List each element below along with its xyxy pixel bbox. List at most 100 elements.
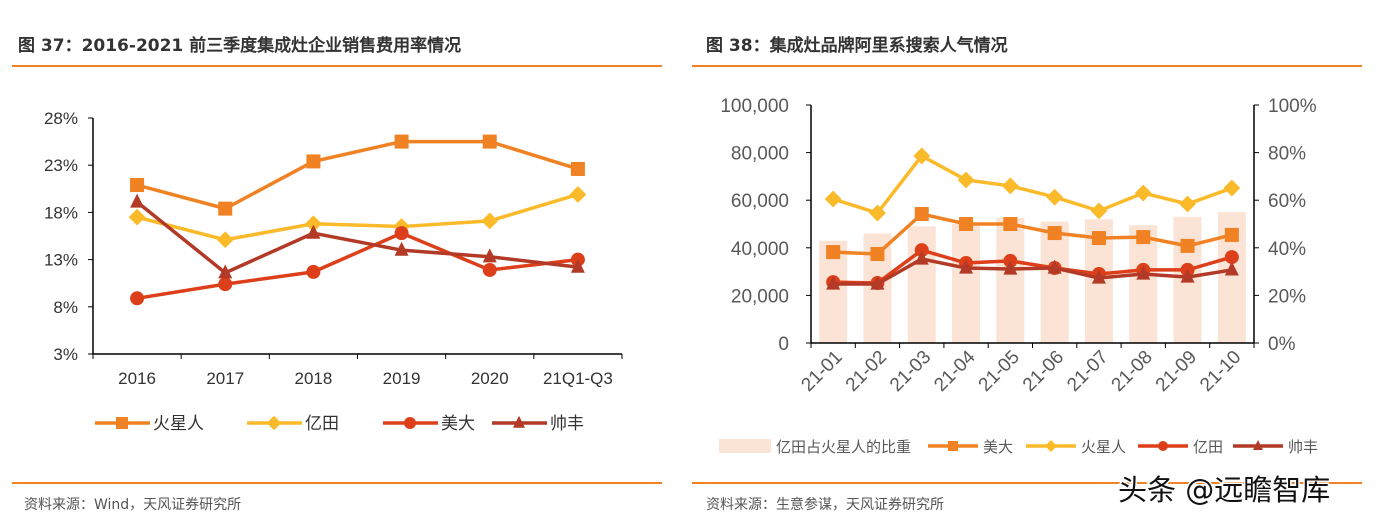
data-point-亿田	[128, 208, 146, 226]
data-point-帅丰	[482, 248, 497, 263]
x-tick-label: 21-07	[1063, 347, 1112, 396]
legend-label: 帅丰	[1288, 438, 1318, 456]
data-point-火星人	[1223, 179, 1241, 197]
data-point-火星人	[869, 204, 886, 222]
x-tick-label: 21-08	[1108, 347, 1157, 396]
y-tick-label: 28%	[44, 109, 78, 128]
legend-label: 亿田占火星人的比重	[776, 438, 911, 456]
data-point-亿田	[1224, 250, 1239, 265]
data-point-美大	[482, 262, 497, 277]
data-point-火星人	[570, 161, 585, 176]
data-point-帅丰	[1136, 265, 1151, 280]
data-point-美大	[959, 217, 974, 231]
series-line-美大	[136, 231, 579, 301]
data-point-美大	[218, 277, 233, 292]
data-point-火星人	[306, 154, 321, 169]
legend-bar-swatch	[719, 439, 771, 453]
data-point-帅丰	[1091, 269, 1106, 284]
x-tick-label: 2017	[206, 369, 244, 388]
data-point-美大	[914, 207, 929, 222]
y-tick-label: 23%	[44, 156, 78, 175]
y-tick-label: 8%	[53, 298, 78, 317]
data-point-火星人	[1179, 195, 1196, 213]
data-point-帅丰	[130, 193, 145, 208]
y2-tick-label: 20%	[1268, 286, 1306, 307]
y-tick-label: 13%	[44, 251, 78, 270]
legend-marker	[1045, 440, 1057, 452]
data-point-火星人	[482, 134, 497, 149]
legend-marker	[1158, 441, 1168, 451]
series-line-帅丰	[135, 200, 579, 275]
y2-tick-label: 0%	[1268, 334, 1296, 355]
data-point-美大	[1136, 230, 1151, 245]
bar-21-08	[1129, 225, 1158, 343]
data-point-火星人	[1001, 177, 1019, 195]
x-tick-label: 21-05	[975, 347, 1024, 396]
data-point-火星人	[957, 171, 975, 189]
data-point-亿田	[569, 186, 587, 203]
data-point-亿田	[914, 243, 929, 258]
bar-21-05	[996, 218, 1025, 343]
data-point-美大	[1003, 217, 1018, 231]
legend-label: 亿田	[305, 414, 339, 434]
legend-marker	[948, 441, 958, 451]
data-point-美大	[1091, 231, 1106, 246]
data-point-火星人	[130, 178, 145, 193]
y-tick-label: 0	[778, 334, 789, 355]
data-point-火星人	[1134, 184, 1152, 202]
bar-21-04	[952, 224, 981, 343]
legend-label: 美大	[441, 414, 475, 434]
series-line-亿田	[136, 192, 579, 242]
y2-tick-label: 40%	[1268, 239, 1306, 260]
x-tick-label: 2020	[471, 369, 509, 388]
legend-label: 美大	[983, 438, 1013, 456]
data-point-火星人	[824, 190, 842, 208]
y-tick-label: 100,000	[720, 96, 789, 117]
data-point-美大	[306, 264, 321, 279]
x-tick-label: 21-02	[842, 347, 891, 396]
data-point-美大	[130, 291, 145, 306]
chart1-source: 资料来源：Wind，天风证券研究所	[24, 497, 241, 513]
x-tick-label: 21-03	[886, 347, 935, 396]
data-point-火星人	[218, 201, 233, 216]
data-point-美大	[1180, 238, 1195, 253]
chart1-title: 图 37：2016-2021 前三季度集成灶企业销售费用率情况	[18, 35, 461, 56]
data-point-帅丰	[570, 258, 585, 273]
y2-tick-label: 100%	[1268, 96, 1317, 117]
x-tick-label: 21-10	[1196, 347, 1245, 396]
series-line-帅丰	[833, 257, 1233, 286]
data-point-美大	[870, 246, 885, 261]
chart2-plot: 0 20,000 40,000 60,000 80,000 100,000 0% 20% 40%…	[719, 96, 1318, 456]
x-tick-label: 21-09	[1152, 347, 1201, 396]
legend-marker	[1253, 440, 1263, 450]
data-point-亿田	[305, 215, 322, 233]
series-line-火星人	[832, 153, 1233, 216]
data-point-美大	[394, 226, 409, 241]
data-point-亿田	[481, 212, 499, 230]
x-tick-label: 2019	[383, 369, 421, 388]
legend-label: 亿田	[1193, 438, 1223, 456]
data-point-火星人	[1046, 188, 1064, 206]
legend-marker	[266, 415, 282, 431]
data-point-火星人	[394, 134, 409, 149]
y-tick-label: 3%	[53, 345, 78, 364]
x-tick-label: 21-06	[1019, 347, 1068, 396]
y2-tick-label: 80%	[1268, 144, 1306, 165]
series-line-火星人	[136, 139, 579, 211]
data-point-帅丰	[1003, 260, 1018, 275]
data-point-帅丰	[1047, 259, 1062, 274]
data-point-美大	[1224, 227, 1239, 242]
data-point-帅丰	[306, 224, 321, 239]
x-tick-label: 21-01	[797, 347, 846, 396]
data-point-帅丰	[826, 275, 841, 290]
legend-label: 火星人	[1081, 438, 1126, 456]
series-line-亿田	[833, 248, 1233, 285]
y-tick-label: 18%	[44, 203, 78, 222]
data-point-美大	[826, 245, 841, 260]
data-point-帅丰	[1224, 261, 1239, 276]
data-point-帅丰	[394, 241, 409, 256]
y-tick-label: 60,000	[731, 191, 789, 212]
data-point-美大	[1047, 226, 1062, 241]
y-tick-label: 80,000	[731, 144, 789, 165]
data-point-帅丰	[914, 250, 929, 265]
